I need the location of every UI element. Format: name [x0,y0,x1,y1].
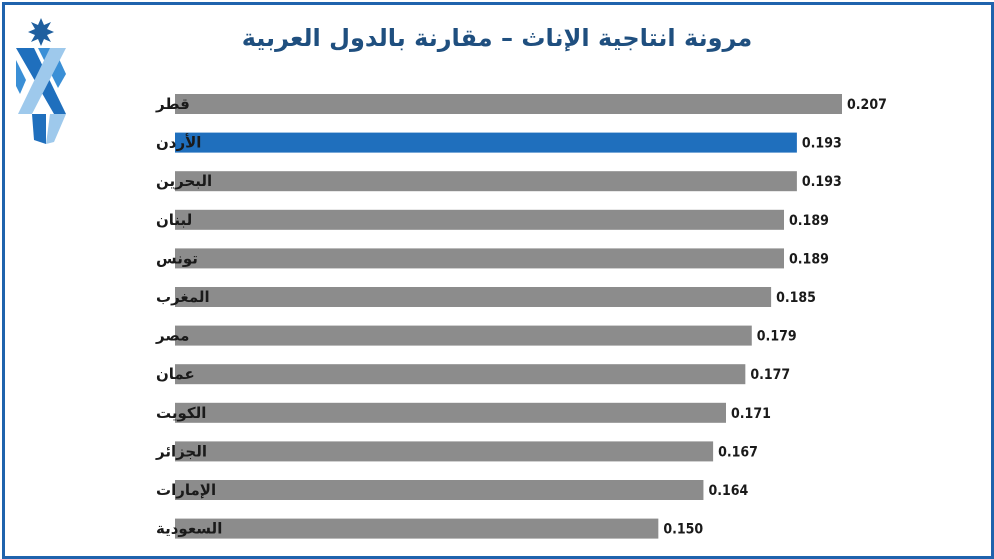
bar-5 [175,287,772,307]
bar-7 [175,364,746,385]
value-label-11: 0.150 [663,522,703,538]
value-label-3: 0.189 [789,213,829,229]
value-label-10: 0.164 [708,483,748,499]
category-label-8: الكويت [156,404,206,422]
value-label-9: 0.167 [718,444,758,460]
value-label-4: 0.189 [789,251,829,267]
category-label-2: البحرين [156,172,212,190]
value-label-5: 0.185 [776,290,816,306]
category-label-1: الأردن [156,134,201,152]
logo-icon [10,18,72,148]
bar-8 [175,402,726,423]
category-label-5: المغرب [156,288,210,306]
bar-6 [175,325,752,346]
value-label-0: 0.207 [847,97,887,113]
bar-10 [175,480,704,500]
bar-4 [175,248,784,269]
value-label-1: 0.193 [802,136,842,152]
bar-1 [175,132,797,153]
category-label-7: عمان [156,365,195,383]
chart-title: مرونة انتاجية الإناث – مقارنة بالدول الع… [241,24,753,52]
category-label-6: مصر [155,327,189,345]
bar-3 [175,209,784,230]
category-label-11: السعودية [156,520,222,538]
value-label-7: 0.177 [750,367,790,383]
bar-0 [175,94,842,114]
value-label-8: 0.171 [731,406,771,422]
value-label-2: 0.193 [802,174,842,190]
bar-11 [175,518,659,539]
bar-9 [175,441,714,462]
value-label-6: 0.179 [757,329,797,345]
category-label-3: لبنان [156,211,192,229]
category-label-10: الإمارات [156,481,216,499]
category-label-4: تونس [156,249,198,267]
category-label-9: الجزائر [155,442,207,460]
bar-2 [175,171,797,192]
category-label-0: قطر [155,95,190,113]
